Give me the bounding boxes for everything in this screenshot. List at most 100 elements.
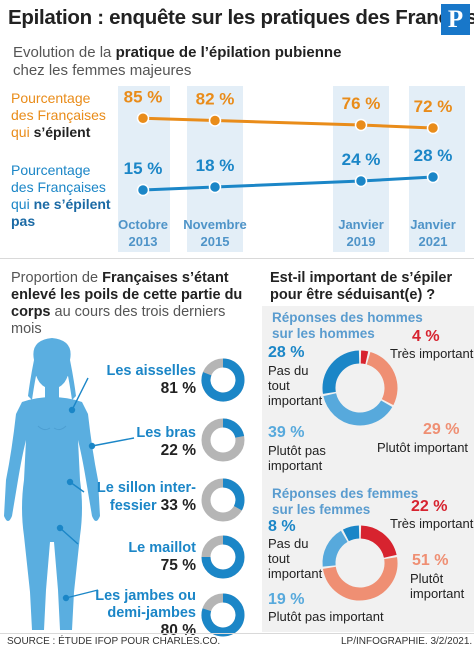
men-pct-tres: 4 % [412,328,440,346]
women-donut [322,525,398,601]
women-donut-slice-3 [342,525,360,542]
women-label-tres: Très important [390,516,474,531]
subtitle-part-a: Evolution de la [13,44,116,61]
legend-orange-l2: des Françaises [11,107,106,123]
label-bras-text: Les bras [136,425,196,441]
women-pct-tres-value: 22 % [411,498,448,515]
men-pct-plutot-value: 29 % [423,421,460,438]
women-donut-slice-0 [360,525,397,559]
source-note: SOURCE : ÉTUDE IFOP POUR CHARLES.CO. [7,636,221,647]
legend-orange-l3a: qui [11,124,34,140]
men-pct-pas-du-tout-value: 28 % [268,344,305,361]
pct-sillon: 33 % [160,497,196,514]
x-tick-label-2-line1: Janvier [338,217,384,232]
series-line-1 [142,175,434,192]
women-pct-plutot-value: 51 % [412,552,449,569]
intro-b: Françaises s’étant enlevé les poils de c… [11,270,243,320]
pct-maillot: 75 % [160,557,196,574]
men-pct-pas-du-tout: 28 % [268,344,304,362]
subtitle-part-c: chez les femmes majeures [13,62,192,79]
women-title-l1: Réponses des femmes [272,486,419,501]
data-label-1-0: 15 % [124,159,163,178]
x-tick-label-2-line2: 2019 [347,234,376,249]
label-maillot: Le maillot 75 % [84,540,196,575]
x-tick-label-1-line1: Novembre [183,217,247,232]
body-section-intro: Proportion de Françaises s’étant enlevé … [11,270,251,338]
x-tick-label-1-line2: 2015 [201,234,230,249]
column-band-2015 [187,86,243,252]
legend-blue-l2: des Françaises [11,179,106,195]
body-donut-value-4 [201,593,245,637]
legend-orange: Pourcentage des Françaises qui s’épilent [11,90,106,141]
data-label-1-3: 28 % [414,146,453,165]
label-jambes-l1: Les jambes ou [95,588,196,604]
subtitle-part-b: pratique de l’épilation pubienne [115,44,342,61]
credit-note: LP/INFOGRAPHIE. 3/2/2021. [341,636,473,647]
women-pct-pas-du-tout: 8 % [268,518,296,536]
men-label-pas-du-tout: Pas du tout important [268,363,323,408]
series-line-0 [142,116,434,130]
women-pct-tres: 22 % [411,498,447,516]
label-sillon-l1: Le sillon inter- [96,480,196,496]
intro-a: Proportion de [11,270,103,286]
legend-blue-l3b: ne s’épilent [33,196,111,212]
column-band-2021 [409,86,465,252]
body-donut-value-1 [222,418,245,439]
men-donut-slice-2 [323,392,393,426]
men-donut-slice-3 [322,350,360,394]
data-label-1-1: 18 % [196,156,235,175]
section-separator [0,258,474,259]
women-pct-plutot: 51 % [412,552,448,570]
men-donut-slice-0 [360,350,369,365]
women-donut-slice-1 [322,557,398,601]
body-figure [4,338,100,630]
women-group-title: Réponses des femmes sur les femmes [272,486,418,518]
data-point-1-2 [354,174,368,188]
women-title-l2: sur les femmes [272,502,371,517]
data-label-0-1: 82 % [196,90,235,109]
x-tick-label-0-line2: 2013 [129,234,158,249]
women-pct-pas-du-tout-value: 8 % [268,518,296,535]
label-bras: Les bras 22 % [84,425,196,460]
women-label-plutot: Plutôt important [410,571,465,601]
men-pct-tres-value: 4 % [412,328,440,345]
body-silhouette [4,338,100,630]
column-band-2019 [333,86,389,252]
men-group-title: Réponses des hommes sur les hommes [272,310,423,342]
men-donut-slice-1 [366,351,398,406]
label-maillot-text: Le maillot [128,540,196,556]
body-donut-value-3 [201,535,245,579]
label-aisselles-text: Les aisselles [106,363,197,379]
men-pct-plutot: 29 % [423,421,459,439]
connector-lines [56,377,135,602]
men-label-plutot: Plutôt important [377,440,469,455]
legend-blue-l1: Pourcentage [11,162,91,178]
body-donut-value-0 [201,358,245,402]
intro-c: au cours des trois derniers mois [11,304,226,337]
data-point-0-2 [354,118,368,132]
men-label-tres: Très important [390,346,474,361]
page-title: Epilation : enquête sur les pratiques de… [8,6,474,29]
label-jambes-l2: demi-jambes [107,605,196,621]
data-point-1-0 [136,183,150,197]
x-tick-label-3-line2: 2021 [419,234,448,249]
label-aisselles: Les aisselles 81 % [84,363,197,398]
data-point-0-1 [208,114,222,127]
pct-jambes: 80 % [160,622,196,639]
legend-blue-l3a: qui [11,196,34,212]
body-donuts [201,358,245,637]
men-pct-plutot-pas-value: 39 % [268,424,305,441]
logo: P [441,4,470,35]
data-label-0-2: 76 % [342,94,381,113]
x-tick-label-0-line1: Octobre [118,217,168,232]
men-pct-plutot-pas: 39 % [268,424,304,442]
women-pct-plutot-pas: 19 % [268,591,304,609]
label-sillon: Le sillon inter- fessier 33 % [74,480,196,515]
men-label-plutot-pas: Plutôt pas important [268,443,326,473]
footer-separator [0,633,474,634]
legend-blue-l4: pas [11,213,36,229]
men-title-l1: Réponses des hommes [272,310,423,325]
legend-orange-l1: Pourcentage [11,90,91,106]
pct-aisselles: 81 % [160,380,196,397]
data-point-0-0 [136,112,150,125]
